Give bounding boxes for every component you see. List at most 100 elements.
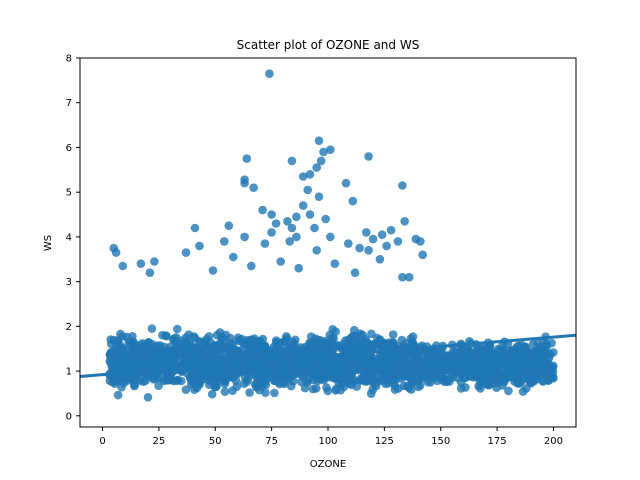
- data-point: [487, 375, 497, 385]
- data-point: [254, 380, 264, 389]
- data-point: [297, 377, 306, 387]
- data-point: [265, 69, 274, 78]
- data-point: [140, 353, 150, 362]
- data-point: [344, 239, 353, 248]
- data-point: [357, 373, 366, 383]
- data-point: [303, 185, 313, 195]
- regression-layer: [80, 333, 576, 379]
- data-point: [510, 349, 519, 359]
- data-point: [508, 364, 517, 373]
- data-point: [207, 389, 217, 399]
- regression-line: [80, 333, 576, 379]
- data-point: [252, 345, 261, 355]
- data-point: [298, 172, 308, 181]
- data-point: [141, 376, 150, 386]
- data-point: [328, 325, 338, 334]
- x-tick-label: 150: [431, 436, 450, 447]
- x-tick-label: 100: [318, 436, 337, 447]
- data-point: [282, 334, 292, 343]
- y-axis: 0 1 2 3 4 5 6 7 8: [66, 54, 80, 422]
- data-point: [347, 342, 357, 352]
- data-point: [488, 365, 498, 374]
- data-point: [538, 377, 548, 386]
- data-point: [461, 383, 470, 392]
- data-point: [195, 241, 204, 251]
- data-point: [364, 152, 373, 161]
- data-point: [377, 230, 387, 239]
- data-point: [314, 373, 324, 383]
- data-point: [398, 272, 407, 282]
- data-point: [267, 210, 276, 219]
- data-point: [331, 386, 340, 395]
- data-point: [400, 217, 410, 226]
- y-tick-label: 5: [66, 188, 72, 199]
- y-tick-label: 7: [66, 98, 72, 109]
- data-point: [240, 178, 249, 188]
- data-point: [356, 357, 366, 367]
- data-point: [370, 361, 380, 371]
- data-point: [249, 183, 258, 192]
- data-point: [147, 324, 157, 333]
- data-point: [379, 338, 389, 348]
- data-point: [326, 232, 335, 242]
- data-point: [171, 333, 181, 342]
- data-point: [355, 243, 364, 253]
- data-point: [112, 356, 122, 365]
- data-point: [333, 342, 343, 351]
- data-point: [219, 374, 229, 384]
- data-point: [321, 214, 331, 224]
- data-point: [242, 154, 252, 163]
- data-point: [352, 331, 362, 341]
- data-point: [311, 344, 321, 354]
- data-point: [216, 347, 226, 356]
- data-point: [433, 373, 443, 382]
- data-point: [281, 342, 291, 352]
- data-point: [531, 355, 541, 364]
- data-point: [350, 268, 360, 278]
- data-point: [118, 261, 128, 271]
- data-point: [229, 252, 238, 262]
- data-point: [379, 372, 389, 381]
- data-point: [118, 343, 128, 353]
- data-point: [304, 367, 313, 376]
- data-point: [276, 257, 286, 266]
- data-point: [143, 393, 153, 402]
- data-point: [485, 348, 494, 357]
- x-tick-label: 125: [375, 436, 394, 447]
- data-point: [235, 336, 244, 346]
- data-point: [382, 241, 391, 251]
- data-point: [251, 366, 260, 376]
- data-point: [386, 225, 396, 235]
- data-point: [348, 196, 358, 206]
- data-point: [133, 346, 142, 356]
- chart-title: Scatter plot of OZONE and WS: [237, 38, 420, 52]
- data-point: [270, 388, 279, 398]
- data-point: [220, 237, 229, 246]
- data-point: [298, 346, 308, 356]
- data-point: [296, 366, 306, 376]
- data-point: [341, 178, 351, 188]
- data-point: [124, 337, 133, 347]
- data-point: [239, 366, 248, 375]
- data-point: [312, 163, 322, 172]
- data-point: [423, 377, 433, 387]
- x-tick-label: 75: [265, 436, 278, 447]
- data-point: [190, 223, 200, 233]
- x-axis-label: OZONE: [310, 459, 346, 470]
- data-point: [194, 352, 204, 362]
- data-point: [210, 372, 219, 381]
- data-point: [304, 375, 314, 384]
- data-point: [287, 223, 297, 233]
- data-point: [150, 257, 159, 266]
- data-point: [364, 246, 373, 255]
- data-point: [283, 217, 292, 226]
- data-point: [228, 344, 238, 353]
- data-point: [291, 335, 300, 345]
- data-point: [504, 356, 514, 366]
- data-point: [442, 351, 452, 360]
- data-point: [271, 219, 281, 228]
- data-point: [339, 382, 349, 392]
- data-point: [308, 384, 318, 394]
- data-point: [305, 170, 315, 179]
- data-point: [161, 375, 171, 385]
